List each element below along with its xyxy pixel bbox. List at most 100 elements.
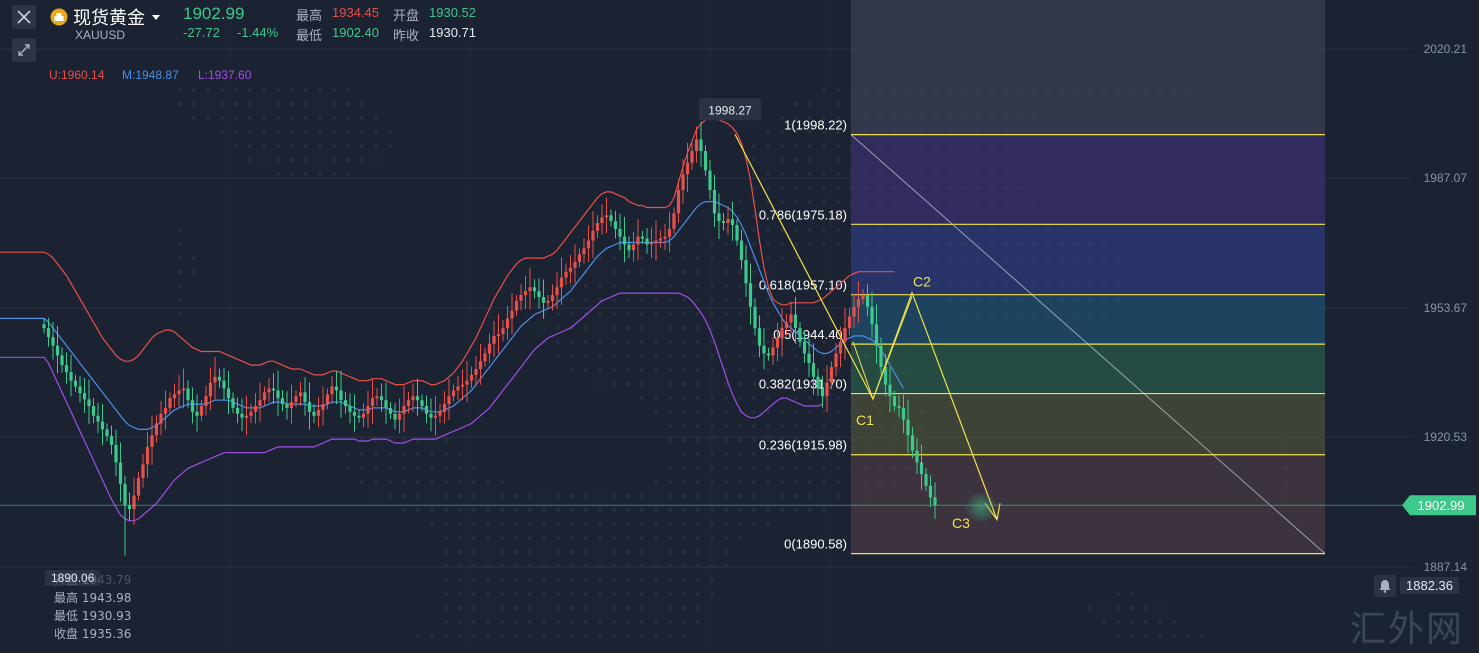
- candle-106: [519, 284, 523, 311]
- candle-153: [730, 201, 735, 241]
- candle-87: [433, 395, 438, 436]
- price-axis: 2020.21 1987.07 1953.67 1920.53 1887.14: [1424, 42, 1468, 574]
- candle-73: [370, 378, 375, 424]
- candle-108: [528, 267, 532, 310]
- candle-32: [186, 380, 190, 408]
- candle-183: [865, 284, 870, 317]
- candle-54: [285, 391, 289, 420]
- fib-label-3: 0.5(1944.40): [773, 327, 847, 342]
- fib-label-1: 0.786(1975.18): [759, 207, 847, 222]
- drawing-overlays: 1998.27 C1 C2 C3 1902.99: [0, 98, 1476, 531]
- candle-134: [645, 228, 649, 254]
- fib-zone-0: [851, 134, 1325, 225]
- candle-123: [595, 214, 600, 239]
- candle-184: [870, 291, 874, 338]
- fibonacci-zones: 1(1998.22) 0.786(1975.18) 0.618(1957.10) 0.…: [759, 0, 1326, 555]
- y-tick-label-0: 2020.21: [1424, 42, 1468, 56]
- bb-upper-legend: U:1960.14: [49, 68, 105, 82]
- bb-lower-legend: L:1937.60: [198, 68, 252, 82]
- candle-38: [213, 356, 217, 401]
- candle-94: [465, 360, 469, 403]
- candle-69: [352, 394, 357, 432]
- candle-176: [834, 342, 838, 377]
- candle-175: [829, 361, 834, 388]
- close-button[interactable]: [12, 5, 36, 29]
- candle-23: [145, 431, 150, 479]
- ohlc-close-row: 收盘 1935.36: [54, 627, 132, 641]
- chevron-down-icon: [152, 15, 160, 20]
- low-marker-label: 1890.06: [45, 570, 101, 586]
- candles: [42, 121, 937, 556]
- candle-75: [379, 383, 384, 412]
- candle-95: [469, 366, 474, 389]
- candle-119: [577, 248, 582, 268]
- candle-30: [177, 375, 181, 408]
- low-marker-value: 1890.06: [51, 571, 95, 585]
- candle-21: [136, 472, 141, 501]
- candle-185: [874, 304, 879, 364]
- candle-0: [42, 318, 46, 334]
- candle-53: [280, 390, 285, 412]
- candle-98: [483, 347, 487, 367]
- candle-107: [523, 275, 528, 309]
- candle-195: [919, 444, 924, 490]
- y-tick-label-1: 1987.07: [1424, 171, 1468, 185]
- fib-zone-top: [851, 0, 1325, 135]
- candle-67: [343, 391, 348, 414]
- candle-49: [262, 386, 267, 406]
- candle-115: [559, 257, 564, 306]
- candle-45: [244, 395, 249, 436]
- candle-178: [843, 308, 847, 360]
- candle-77: [388, 402, 393, 420]
- candle-133: [640, 230, 645, 244]
- candle-51: [271, 373, 276, 405]
- candle-96: [474, 356, 478, 387]
- fib-zone-1: [851, 224, 1325, 295]
- collapse-button[interactable]: [12, 38, 36, 62]
- candle-124: [600, 204, 604, 235]
- fib-zone-4: [851, 393, 1325, 455]
- candle-122: [591, 210, 595, 259]
- candle-40: [222, 367, 226, 401]
- candle-152: [726, 206, 730, 235]
- candle-89: [442, 391, 447, 424]
- candle-118: [573, 244, 577, 284]
- candle-24: [150, 415, 154, 465]
- alert-button[interactable]: [1374, 575, 1396, 597]
- candle-149: [712, 174, 717, 227]
- ohlc-high-row: 最高 1943.98: [54, 591, 132, 605]
- candle-148: [708, 159, 712, 200]
- bb-upper-line: [0, 117, 895, 386]
- candle-127: [613, 210, 618, 239]
- symbol-name: 现货黄金: [73, 8, 145, 29]
- candle-147: [703, 145, 708, 176]
- candle-80: [402, 386, 406, 432]
- candle-180: [852, 293, 856, 329]
- candle-18: [123, 475, 127, 513]
- candle-171: [811, 343, 816, 395]
- candle-144: [690, 142, 694, 171]
- candle-50: [267, 377, 271, 402]
- candle-42: [231, 392, 235, 414]
- candle-5: [64, 352, 69, 384]
- candle-187: [883, 354, 888, 397]
- candle-20: [132, 478, 136, 525]
- candle-179: [847, 308, 852, 336]
- candle-43: [235, 397, 240, 424]
- candle-58: [303, 377, 307, 416]
- candle-146: [699, 121, 703, 167]
- candle-169: [802, 331, 807, 363]
- candle-48: [258, 382, 262, 422]
- candle-156: [744, 244, 748, 298]
- symbol-selector[interactable]: 现货黄金: [50, 4, 161, 30]
- gold-coin-icon: [50, 8, 68, 26]
- candle-162: [771, 337, 775, 365]
- candle-116: [564, 263, 568, 285]
- candle-154: [735, 219, 739, 246]
- candle-101: [496, 314, 501, 354]
- candle-93: [460, 369, 465, 401]
- candle-196: [924, 468, 928, 492]
- candle-103: [505, 305, 510, 340]
- candle-190: [897, 395, 901, 418]
